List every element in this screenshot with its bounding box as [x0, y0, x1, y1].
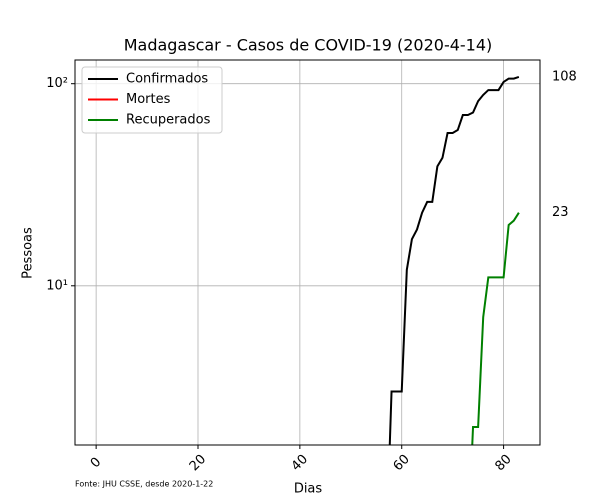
end-value-label: 108 — [552, 69, 577, 84]
legend-label: Mortes — [126, 92, 171, 107]
y-axis-label: Pessoas — [21, 227, 36, 279]
footnote: Fonte: JHU CSSE, desde 2020-1-22 — [75, 480, 213, 489]
legend-box — [81, 66, 223, 134]
chart-title: Madagascar - Casos de COVID-19 (2020-4-1… — [124, 36, 493, 55]
series-line — [471, 212, 520, 445]
series-line — [388, 75, 520, 445]
y-tick-label: 10¹ — [46, 278, 68, 293]
legend: Confirmados Mortes Recuperados — [81, 66, 223, 134]
plot-lines — [388, 75, 520, 445]
x-axis-label: Dias — [294, 482, 323, 497]
plot-frame — [74, 59, 541, 446]
legend-label: Recuperados — [126, 113, 211, 128]
y-tick-label: 10² — [46, 76, 68, 91]
end-value-label: 23 — [552, 205, 569, 220]
legend-label: Confirmados — [126, 72, 208, 87]
